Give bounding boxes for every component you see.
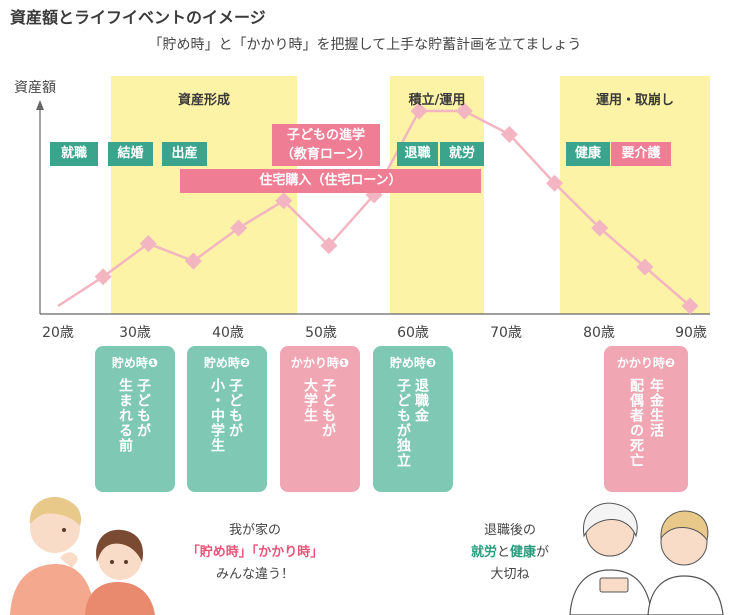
card-spending-time-1-line2: 大学生 bbox=[302, 378, 318, 423]
comment-left-em1: 「貯め時」 bbox=[186, 545, 252, 560]
senior-man-body bbox=[647, 575, 724, 615]
age-tick-90: 90歳 bbox=[675, 325, 707, 341]
stage-band-formation bbox=[111, 76, 297, 314]
asset-markers bbox=[94, 102, 699, 315]
comment-right-em2: 健康 bbox=[510, 545, 537, 560]
card-saving-time-2-head: 貯め時❷ bbox=[203, 356, 251, 370]
stage-band-accumulation bbox=[390, 76, 484, 314]
man-body bbox=[10, 564, 95, 615]
y-axis-arrow-icon bbox=[36, 100, 44, 110]
age-tick-60: 60歳 bbox=[397, 325, 429, 341]
card-spending-time-1: かかり時❶ 子どもが 大学生 bbox=[280, 346, 360, 492]
card-saving-time-1-line2: 生まれる前 bbox=[117, 378, 133, 453]
stage-label-accumulation: 積立/運用 bbox=[408, 93, 466, 108]
card-saving-time-1-head: 貯め時❶ bbox=[111, 356, 159, 370]
comment-right-line2: 就労と健康が bbox=[420, 542, 600, 564]
asset-marker-90 bbox=[681, 297, 699, 315]
card-spending-time-2-head: かかり時❷ bbox=[616, 356, 676, 370]
age-tick-70: 70歳 bbox=[490, 325, 522, 341]
card-saving-time-3-head: 貯め時❸ bbox=[389, 356, 437, 370]
card-saving-time-3: 貯め時❸ 退職金 子どもが独立 bbox=[373, 346, 453, 492]
event-tag-nursing-care: 要介護 bbox=[611, 142, 671, 166]
card-saving-time-3-line1: 退職金 bbox=[413, 378, 429, 423]
asset-marker-60 bbox=[410, 102, 428, 120]
comment-right-line1: 退職後の bbox=[483, 523, 536, 538]
asset-marker-40 bbox=[230, 219, 248, 237]
asset-marker-35 bbox=[184, 252, 202, 270]
age-tick-40: 40歳 bbox=[212, 325, 244, 341]
event-tag-child-education: 子どもの進学 （教育ローン） bbox=[272, 124, 380, 166]
card-saving-time-2-line2: 小・中学生 bbox=[209, 378, 225, 453]
page-subtitle: 「貯め時」と「かかり時」を把握して上手な貯蓄計画を立てましょう bbox=[148, 37, 582, 53]
senior-couple-illustration bbox=[569, 502, 724, 615]
woman-body bbox=[85, 582, 155, 615]
woman-eye-right bbox=[124, 560, 128, 564]
event-tag-work: 就労 bbox=[440, 142, 484, 166]
age-tick-80: 80歳 bbox=[583, 325, 615, 341]
comment-right-line3: 大切ね bbox=[490, 567, 530, 582]
card-spending-time-2-line2: 配偶者の死亡 bbox=[628, 378, 644, 468]
comment-right-mid: と bbox=[496, 545, 510, 560]
bankbook-icon bbox=[599, 577, 629, 593]
woman-hair bbox=[96, 529, 144, 562]
age-tick-20: 20歳 bbox=[42, 325, 74, 341]
card-saving-time-1: 貯め時❶ 子どもが 生まれる前 bbox=[95, 346, 175, 492]
card-spending-time-2-line1: 年金生活 bbox=[648, 378, 664, 438]
age-tick-50: 50歳 bbox=[305, 325, 337, 341]
comment-right-em1: 就労 bbox=[470, 545, 497, 560]
comment-left-line2: 「貯め時」「かかり時」 bbox=[160, 542, 350, 564]
stage-label-drawdown: 運用・取崩し bbox=[595, 93, 674, 108]
card-spending-time-1-line1: 子どもが bbox=[320, 378, 336, 438]
event-tag-employment: 就職 bbox=[50, 142, 98, 166]
comment-left-em2: 「かかり時」 bbox=[251, 545, 324, 560]
asset-marker-70 bbox=[500, 125, 518, 143]
man-eye bbox=[62, 528, 66, 532]
page-title: 資産額とライフイベントのイメージ bbox=[10, 8, 266, 27]
event-tag-childbirth: 出産 bbox=[162, 142, 207, 166]
woman-eye-left bbox=[110, 560, 114, 564]
asset-marker-25 bbox=[94, 268, 112, 286]
man-hair bbox=[29, 497, 82, 526]
card-spending-time-1-head: かかり時❶ bbox=[290, 356, 350, 370]
y-axis-label: 資産額 bbox=[14, 80, 56, 96]
comment-right-tail: が bbox=[536, 545, 550, 560]
event-tag-marriage: 結婚 bbox=[108, 142, 153, 166]
event-tag-retirement: 退職 bbox=[397, 142, 438, 166]
stage-band-drawdown bbox=[560, 76, 710, 314]
young-couple-illustration bbox=[10, 497, 155, 615]
man-hand bbox=[60, 552, 78, 568]
comment-left: 我が家の 「貯め時」「かかり時」 みんな違う！ bbox=[160, 520, 350, 586]
comment-left-line3: みんな違う！ bbox=[215, 567, 294, 582]
asset-marker-75 bbox=[546, 174, 564, 192]
card-saving-time-3-line2: 子どもが独立 bbox=[395, 378, 411, 468]
card-saving-time-1-line1: 子どもが bbox=[135, 378, 151, 438]
senior-man-hair bbox=[660, 510, 709, 542]
comment-right: 退職後の 就労と健康が 大切ね bbox=[420, 520, 600, 586]
asset-marker-65 bbox=[455, 102, 473, 120]
asset-marker-50 bbox=[320, 237, 338, 255]
asset-diagram bbox=[36, 76, 710, 315]
event-child-education-line1: 子どもの進学 bbox=[286, 128, 365, 143]
event-tag-health: 健康 bbox=[566, 142, 610, 166]
asset-marker-30 bbox=[139, 235, 157, 253]
card-spending-time-2: かかり時❷ 年金生活 配偶者の死亡 bbox=[604, 346, 688, 492]
senior-woman-hair bbox=[583, 502, 638, 538]
asset-marker-45 bbox=[275, 192, 293, 210]
comment-left-line1: 我が家の bbox=[228, 523, 281, 538]
asset-marker-85 bbox=[636, 258, 654, 276]
card-saving-time-2-line1: 子どもが bbox=[227, 378, 243, 438]
age-tick-30: 30歳 bbox=[119, 325, 151, 341]
card-saving-time-2: 貯め時❷ 子どもが 小・中学生 bbox=[187, 346, 267, 492]
stage-label-formation: 資産形成 bbox=[177, 93, 230, 108]
asset-marker-80 bbox=[591, 219, 609, 237]
event-child-education-line2: （教育ローン） bbox=[280, 147, 372, 162]
event-tag-house-purchase: 住宅購入（住宅ローン） bbox=[180, 169, 481, 193]
